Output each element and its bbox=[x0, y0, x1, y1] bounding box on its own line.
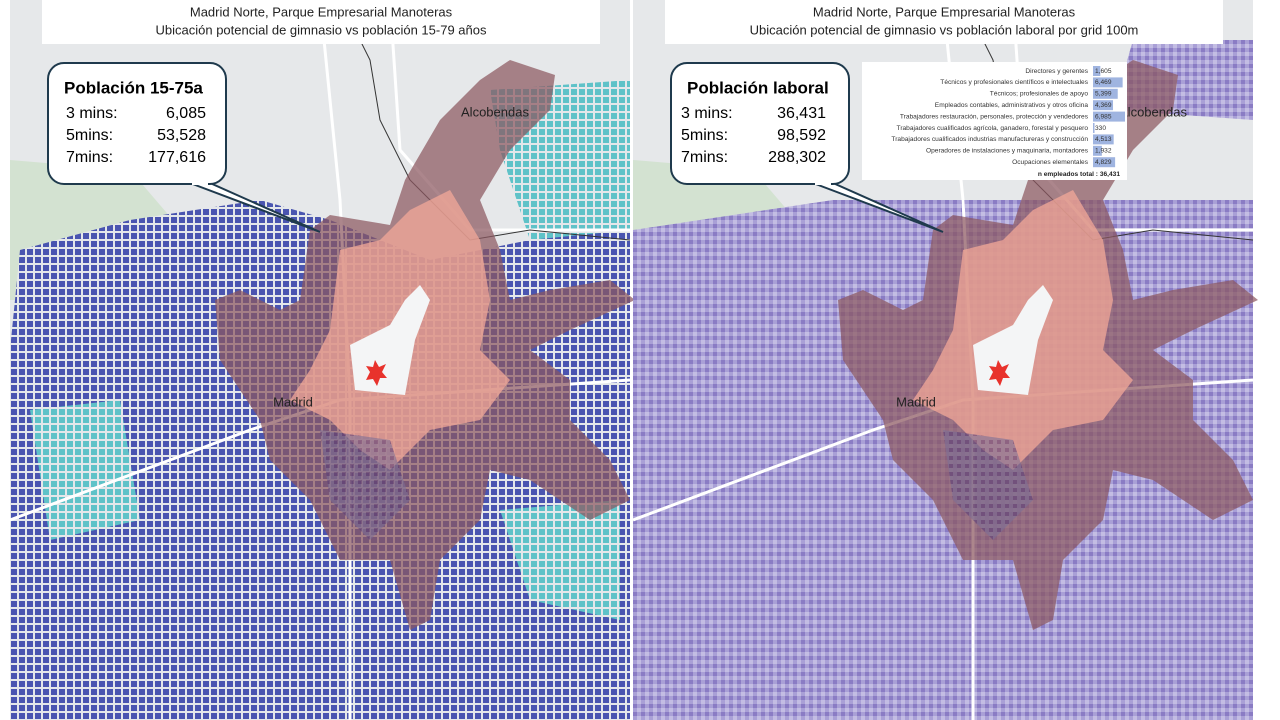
callout-value: 177,616 bbox=[148, 149, 206, 166]
legend-value: 4,369 bbox=[1095, 102, 1112, 109]
legend-label: Técnicos; profesionales de apoyo bbox=[990, 91, 1089, 98]
population-cells bbox=[30, 400, 140, 540]
callout-heading: Población laboral bbox=[687, 78, 829, 97]
legend-value: 4,513 bbox=[1095, 136, 1112, 143]
dense-cells bbox=[943, 430, 1033, 540]
legend-value: 6,469 bbox=[1095, 79, 1112, 86]
legend-label: Trabajadores cualificados industrias man… bbox=[891, 136, 1088, 143]
legend-bar bbox=[1093, 145, 1102, 156]
legend-value: 6,985 bbox=[1095, 113, 1112, 120]
legend-value: 4,829 bbox=[1095, 159, 1112, 166]
callout-cover bbox=[815, 180, 831, 185]
callout-label: 5mins: bbox=[681, 127, 728, 144]
site-marker bbox=[366, 360, 387, 386]
legend-bar bbox=[1093, 111, 1125, 122]
callout-value: 98,592 bbox=[777, 127, 826, 144]
legend-bar bbox=[1093, 134, 1114, 145]
legend-value: 1,932 bbox=[1095, 148, 1112, 155]
legend-label: Ocupaciones elementales bbox=[1012, 159, 1089, 166]
legend-total: n empleados total : 36,431 bbox=[1038, 171, 1120, 178]
legend-label: Trabajadores cualificados agrícola, gana… bbox=[897, 125, 1089, 132]
callout-label: 7mins: bbox=[66, 149, 113, 166]
callout-label: 5mins: bbox=[66, 127, 113, 144]
callout-label: 3 mins: bbox=[66, 105, 118, 122]
callout-value: 53,528 bbox=[157, 127, 206, 144]
legend-label: Empleados contables, administrativos y o… bbox=[935, 102, 1089, 109]
place-label: Madrid bbox=[273, 394, 313, 409]
legend-bar bbox=[1093, 123, 1095, 133]
site-marker bbox=[989, 360, 1010, 386]
map-panel: Madrid Norte, Parque Empresarial Manoter… bbox=[9, 0, 635, 720]
map-subtitle: Ubicación potencial de gimnasio vs pobla… bbox=[750, 22, 1139, 37]
callout-label: 7mins: bbox=[681, 149, 728, 166]
legend-label: Trabajadores restauración, personales, p… bbox=[900, 113, 1089, 120]
map-panel: Madrid Norte, Parque Empresarial Manoter… bbox=[632, 0, 1258, 720]
map-title: Madrid Norte, Parque Empresarial Manoter… bbox=[813, 4, 1076, 19]
legend-bar bbox=[1093, 157, 1116, 168]
legend-bar bbox=[1093, 100, 1114, 111]
legend-label: Operadores de instalaciones y maquinaria… bbox=[926, 148, 1089, 155]
place-label: Alcobendas bbox=[1119, 104, 1187, 119]
legend-label: Técnicos y profesionales científicos e i… bbox=[940, 79, 1088, 86]
map-subtitle: Ubicación potencial de gimnasio vs pobla… bbox=[156, 22, 487, 37]
title-box bbox=[665, 0, 1223, 44]
callout-box bbox=[670, 62, 850, 185]
legend-bar bbox=[1093, 66, 1101, 76]
legend-value: 1,605 bbox=[1095, 68, 1112, 75]
legend-label: Directores y gerentes bbox=[1025, 68, 1088, 75]
callout-cover bbox=[192, 180, 208, 185]
callout-box bbox=[47, 62, 227, 185]
callout-heading: Población 15-75a bbox=[64, 78, 203, 97]
legend-box bbox=[862, 62, 1127, 180]
population-cells bbox=[500, 500, 620, 620]
legend-bar bbox=[1093, 88, 1118, 99]
title-box bbox=[42, 0, 600, 44]
legend-value: 5,399 bbox=[1095, 91, 1112, 98]
dense-cells bbox=[320, 430, 410, 540]
map-title: Madrid Norte, Parque Empresarial Manoter… bbox=[190, 4, 453, 19]
legend-value: 330 bbox=[1095, 125, 1106, 132]
callout-label: 3 mins: bbox=[681, 105, 733, 122]
legend-bar bbox=[1093, 77, 1123, 88]
place-label: Madrid bbox=[896, 394, 936, 409]
place-label: Alcobendas bbox=[461, 104, 529, 119]
callout-value: 36,431 bbox=[777, 105, 826, 122]
callout-value: 288,302 bbox=[768, 149, 826, 166]
callout-value: 6,085 bbox=[166, 105, 206, 122]
